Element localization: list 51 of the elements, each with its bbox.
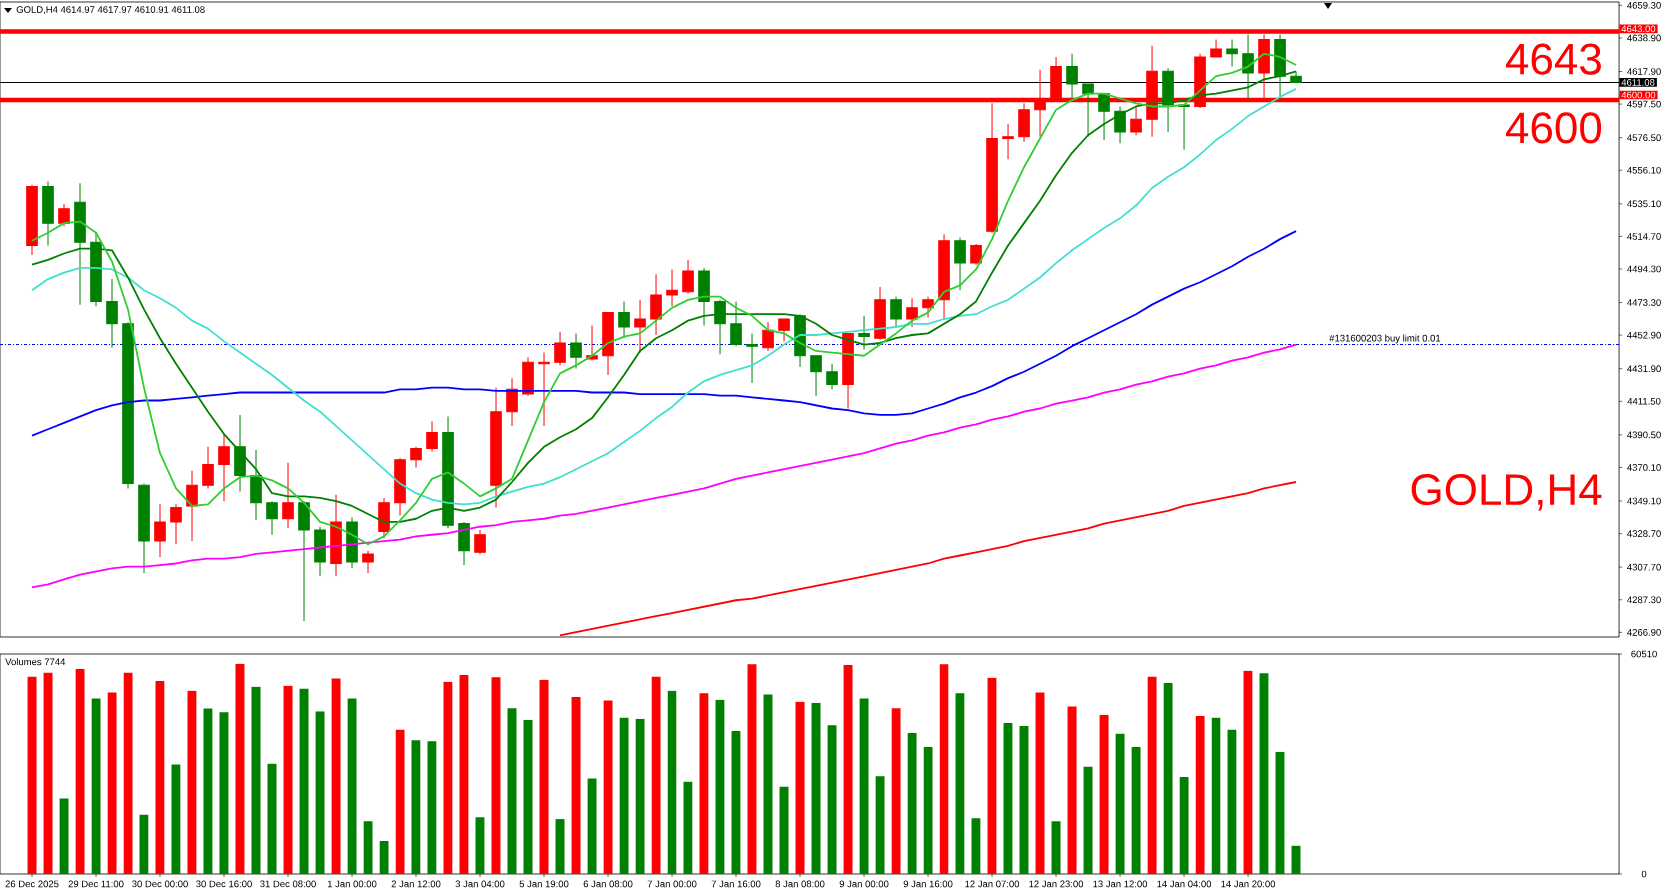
y-tick-label: 4473.30 — [1627, 299, 1661, 306]
y-tick-label: 4266.90 — [1627, 629, 1661, 636]
y-tick-label: 60510 — [1631, 650, 1657, 658]
x-tick-label: 29 Dec 11:00 — [68, 880, 124, 888]
x-tick-label: 6 Jan 08:00 — [583, 880, 633, 888]
y-tick-label: 4370.10 — [1627, 464, 1661, 471]
y-tick-label: 4390.50 — [1627, 431, 1661, 439]
chart-title: Volumes 7744 — [5, 658, 66, 666]
x-tick-label: 31 Dec 08:00 — [260, 880, 316, 888]
annotation: 4643 — [1505, 43, 1601, 75]
ref-line-label: 4611.08 — [1621, 79, 1655, 86]
ref-line-label: 4643.00 — [1621, 25, 1656, 33]
y-tick-label: 4535.10 — [1627, 200, 1661, 208]
x-tick-label: 7 Jan 16:00 — [711, 880, 761, 888]
x-tick-label: 7 Jan 00:00 — [647, 880, 697, 888]
y-tick-label: 4638.90 — [1627, 34, 1661, 42]
ref-line-label: 4600.00 — [1621, 91, 1656, 99]
y-tick-label: 0 — [1641, 870, 1647, 878]
annotation: 4600 — [1505, 112, 1602, 144]
x-tick-label: 14 Jan 04:00 — [1157, 880, 1212, 888]
chart-title: GOLD,H4 4614.97 4617.97 4610.91 4611.08 — [16, 6, 205, 15]
y-tick-label: 4576.50 — [1627, 134, 1661, 142]
x-tick-label: 9 Jan 00:00 — [839, 880, 889, 888]
y-tick-label: 4307.70 — [1627, 563, 1661, 571]
x-tick-label: 1 Jan 00:00 — [327, 880, 377, 888]
y-tick-label: 4452.90 — [1627, 331, 1661, 339]
x-tick-label: 2 Jan 12:00 — [391, 880, 441, 888]
x-tick-label: 8 Jan 08:00 — [775, 880, 825, 888]
x-tick-label: 26 Dec 2025 — [5, 880, 59, 888]
ref-line-label: #131600203 buy limit 0.01 — [1329, 334, 1441, 344]
x-tick-label: 3 Jan 04:00 — [455, 880, 505, 888]
x-tick-label: 14 Jan 20:00 — [1221, 880, 1276, 888]
y-tick-label: 4617.90 — [1627, 68, 1661, 75]
x-tick-label: 30 Dec 16:00 — [196, 880, 252, 888]
y-tick-label: 4514.70 — [1627, 233, 1661, 240]
y-tick-label: 4494.30 — [1627, 265, 1661, 273]
y-tick-label: 4411.50 — [1627, 397, 1661, 405]
x-tick-label: 13 Jan 12:00 — [1093, 880, 1148, 888]
x-tick-label: 5 Jan 19:00 — [519, 880, 569, 888]
text: GOLD,H4 — [1411, 474, 1602, 511]
y-tick-label: 4597.50 — [1627, 100, 1661, 108]
y-tick-label: 4287.30 — [1627, 596, 1661, 604]
x-tick-label: 12 Jan 07:00 — [965, 880, 1020, 888]
y-tick-label: 4431.90 — [1627, 365, 1661, 373]
y-tick-label: 4349.10 — [1627, 497, 1661, 505]
x-tick-label: 9 Jan 16:00 — [903, 880, 953, 888]
y-tick-label: 4556.10 — [1627, 166, 1661, 174]
y-tick-label: 4328.70 — [1627, 530, 1661, 537]
x-tick-label: 12 Jan 23:00 — [1029, 880, 1084, 888]
x-tick-label: 30 Dec 00:00 — [132, 880, 188, 888]
y-tick-label: 4659.30 — [1627, 1, 1661, 9]
